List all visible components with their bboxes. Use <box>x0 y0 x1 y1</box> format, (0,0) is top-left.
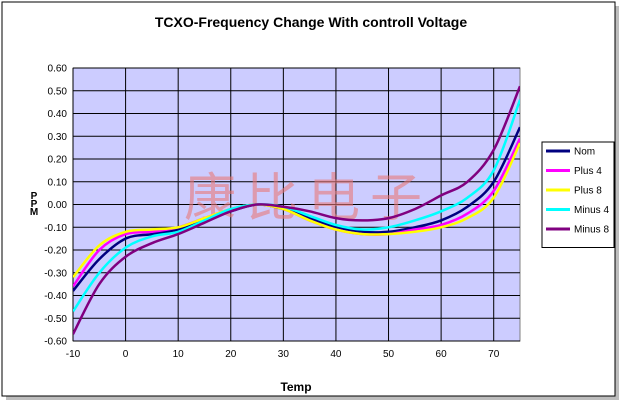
legend-label-plus-8: Plus 8 <box>574 186 602 197</box>
x-tick-label: 30 <box>278 349 290 360</box>
x-axis-label: Temp <box>280 380 311 394</box>
x-tick-label: 50 <box>383 349 395 360</box>
x-tick-label: 0 <box>123 349 129 360</box>
series-line-plus-8 <box>73 142 520 279</box>
y-axis-label-char: M <box>30 207 38 218</box>
y-tick-label: 0.50 <box>48 86 68 97</box>
chart-title: TCXO-Frequency Change With controll Volt… <box>155 14 468 30</box>
y-tick-label: -0.30 <box>44 268 67 279</box>
x-tick-label: 10 <box>173 349 185 360</box>
legend-label-nom: Nom <box>574 147 595 158</box>
legend-label-minus-8: Minus 8 <box>574 225 609 236</box>
x-tick-label: 60 <box>436 349 448 360</box>
x-tick-label: 70 <box>488 349 500 360</box>
y-tick-label: 0.40 <box>48 109 68 120</box>
legend-label-plus-4: Plus 4 <box>574 166 602 177</box>
y-tick-label: -0.10 <box>44 223 67 234</box>
y-tick-label: 0.30 <box>48 132 68 143</box>
series-line-minus-8 <box>73 85 520 335</box>
plot-area-group: -0.60 -0.50 -0.40 -0.30 -0.20 -0.10 0.00 0.10 0.… <box>44 64 521 360</box>
y-tick-label: 0.10 <box>48 177 68 188</box>
legend-label-minus-4: Minus 4 <box>574 205 609 216</box>
x-tick-label: 20 <box>225 349 237 360</box>
series-line-minus-4 <box>73 99 520 313</box>
y-tick-label: 0.00 <box>48 200 68 211</box>
y-tick-label: -0.40 <box>44 291 67 302</box>
y-tick-label: 0.20 <box>48 155 68 166</box>
y-axis-label: PPM <box>30 191 38 218</box>
y-tick-label: -0.60 <box>44 337 67 348</box>
y-axis-label-char: P <box>31 191 38 202</box>
y-tick-label: 0.60 <box>48 64 68 75</box>
y-tick-label: -0.50 <box>44 314 67 325</box>
legend: Nom Plus 4 Plus 8 Minus 4 Minus 8 <box>541 141 615 248</box>
x-tick-label: 40 <box>330 349 342 360</box>
y-axis-label-char: P <box>31 199 38 210</box>
y-tick-label: -0.20 <box>44 246 67 257</box>
x-tick-label: -10 <box>66 349 81 360</box>
